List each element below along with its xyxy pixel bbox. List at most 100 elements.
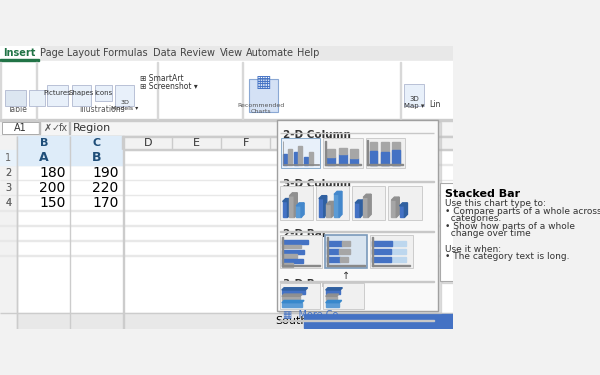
Bar xyxy=(280,133,434,134)
Bar xyxy=(400,206,404,218)
Bar xyxy=(350,149,358,159)
Bar xyxy=(0,119,454,120)
Polygon shape xyxy=(289,193,298,196)
Text: Pictures: Pictures xyxy=(44,90,71,96)
Bar xyxy=(0,46,38,61)
Bar xyxy=(363,197,368,217)
Bar xyxy=(323,283,364,309)
Text: ▦  More Co...: ▦ More Co... xyxy=(283,310,347,320)
Text: 4: 4 xyxy=(5,198,11,208)
Bar xyxy=(0,59,38,61)
Bar xyxy=(325,235,367,268)
Bar xyxy=(388,186,422,220)
Bar xyxy=(334,194,339,217)
Polygon shape xyxy=(326,201,334,204)
Polygon shape xyxy=(331,201,334,217)
Bar xyxy=(0,241,454,256)
Text: E: E xyxy=(193,138,200,148)
Polygon shape xyxy=(301,203,304,217)
Bar xyxy=(0,195,454,210)
Bar xyxy=(0,150,454,165)
Text: View: View xyxy=(220,48,243,58)
Bar xyxy=(280,235,322,268)
Polygon shape xyxy=(287,198,290,217)
Text: Use it when:: Use it when: xyxy=(445,244,501,254)
Bar xyxy=(282,290,305,294)
Bar xyxy=(400,62,401,119)
Bar xyxy=(0,165,454,180)
Text: 150: 150 xyxy=(40,196,66,210)
Bar xyxy=(281,138,320,168)
Bar xyxy=(288,150,292,165)
Bar xyxy=(341,241,350,246)
Bar xyxy=(339,148,347,154)
Bar xyxy=(350,159,358,165)
Bar xyxy=(36,62,37,119)
Text: 200: 200 xyxy=(40,181,66,195)
Text: ▦: ▦ xyxy=(256,73,272,91)
Bar xyxy=(304,314,485,328)
Bar xyxy=(0,180,454,195)
Bar xyxy=(17,150,123,165)
Bar xyxy=(280,186,313,220)
Bar xyxy=(282,303,302,306)
Bar xyxy=(282,263,293,267)
Text: Automate: Automate xyxy=(246,48,294,58)
Polygon shape xyxy=(296,203,304,206)
Bar xyxy=(157,62,158,119)
Bar xyxy=(282,254,297,258)
Bar xyxy=(355,203,360,217)
Text: 3D
Map ▾: 3D Map ▾ xyxy=(404,96,424,109)
Bar xyxy=(373,249,391,254)
Bar xyxy=(279,122,440,313)
Bar xyxy=(373,241,406,246)
Bar xyxy=(282,240,308,244)
Text: 3D
Models ▾: 3D Models ▾ xyxy=(111,100,138,111)
Bar xyxy=(39,122,40,134)
Bar xyxy=(280,281,434,282)
Bar xyxy=(391,200,396,217)
Bar xyxy=(304,157,308,165)
Text: 220: 220 xyxy=(92,181,119,195)
Bar xyxy=(277,120,438,311)
Text: 2: 2 xyxy=(5,168,11,178)
Bar xyxy=(339,249,350,254)
Text: ✓: ✓ xyxy=(52,123,59,133)
Bar xyxy=(370,142,377,165)
Bar xyxy=(0,226,454,241)
Bar xyxy=(0,120,454,121)
Bar xyxy=(404,84,424,106)
Polygon shape xyxy=(326,294,339,296)
Polygon shape xyxy=(326,288,343,290)
Bar xyxy=(373,249,406,254)
Bar xyxy=(373,265,410,266)
Bar xyxy=(0,136,17,329)
Bar xyxy=(326,290,340,294)
Text: categories.: categories. xyxy=(445,214,501,223)
Text: ⊞ SmartArt: ⊞ SmartArt xyxy=(140,74,184,83)
Bar xyxy=(0,61,454,120)
Bar xyxy=(328,150,335,157)
Polygon shape xyxy=(282,288,308,290)
Bar xyxy=(319,199,324,217)
Bar xyxy=(392,142,400,165)
Text: • Show how parts of a whole: • Show how parts of a whole xyxy=(445,222,575,231)
Bar xyxy=(0,136,454,329)
Text: C: C xyxy=(92,138,101,148)
Bar xyxy=(0,46,454,61)
Text: • The category text is long.: • The category text is long. xyxy=(445,252,569,261)
Bar xyxy=(69,122,70,134)
Text: 3: 3 xyxy=(5,183,11,193)
Bar xyxy=(17,136,70,150)
Text: 3: 3 xyxy=(5,183,11,193)
Text: B: B xyxy=(40,138,48,148)
Bar xyxy=(29,90,46,106)
Text: Recommended
Charts: Recommended Charts xyxy=(238,103,285,114)
Text: ⊞ Screenshot ▾: ⊞ Screenshot ▾ xyxy=(140,82,197,91)
Bar xyxy=(282,259,302,263)
Bar xyxy=(289,196,294,217)
Bar xyxy=(392,150,400,165)
Text: 190: 190 xyxy=(92,166,119,180)
Bar xyxy=(0,136,454,137)
Text: Stacked Bar: Stacked Bar xyxy=(445,189,520,199)
